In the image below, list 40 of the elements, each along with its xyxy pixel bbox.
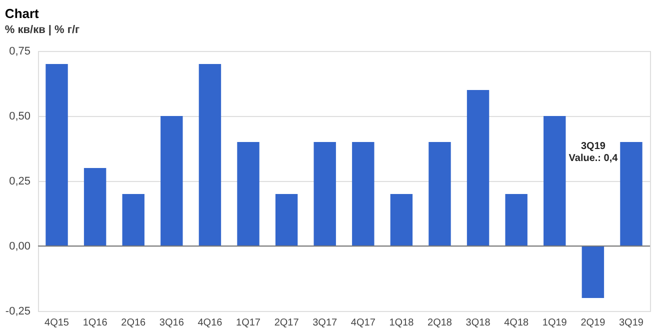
- x-tick-label: 4Q17: [350, 318, 376, 328]
- bar: [198, 64, 222, 246]
- bar: [620, 142, 642, 246]
- bar: [275, 194, 298, 246]
- bar: [544, 116, 566, 246]
- bar: [505, 194, 528, 246]
- y-tick-label: 0,75: [9, 46, 30, 58]
- bar: [122, 194, 144, 246]
- x-tick-label: 3Q19: [619, 318, 644, 328]
- x-tick-label: 3Q17: [312, 318, 338, 328]
- x-tick-label: 2Q16: [121, 318, 146, 328]
- x-tick-label: 1Q19: [542, 318, 568, 328]
- bar: [160, 116, 183, 246]
- bar: [466, 90, 490, 246]
- x-tick-label: 3Q16: [159, 318, 184, 328]
- text: % кв/кв | % г/г: [4, 24, 80, 36]
- x-tick-label: 1Q16: [82, 318, 108, 328]
- x-tick-label: 4Q16: [198, 318, 223, 328]
- x-tick-label: 1Q18: [389, 318, 414, 328]
- bar: [84, 168, 106, 246]
- chart-title: Chart: [4, 6, 40, 21]
- x-tick-label: 2Q18: [428, 318, 452, 328]
- bar: [352, 142, 374, 246]
- x-tick-label: 1Q17: [236, 318, 261, 328]
- x-tick-label: 2Q17: [274, 318, 300, 328]
- bar: [428, 142, 451, 246]
- bar: [46, 64, 68, 246]
- bar: [237, 142, 260, 246]
- annotation: 3Q19 Value.: 0,4: [568, 141, 618, 164]
- bar: [390, 194, 413, 246]
- y-tick-label: 0,00: [9, 240, 30, 252]
- y-tick-label: -0,25: [5, 306, 30, 318]
- x-tick-label: 4Q15: [44, 318, 70, 328]
- y-tick-label: 0,25: [9, 176, 30, 188]
- y-tick-label: 0,50: [9, 110, 30, 122]
- x-tick-label: 2Q19: [580, 318, 606, 328]
- bar: [582, 246, 604, 298]
- x-tick-label: 3Q18: [466, 318, 491, 328]
- x-tick-label: 4Q18: [504, 318, 530, 328]
- bar: [314, 142, 336, 246]
